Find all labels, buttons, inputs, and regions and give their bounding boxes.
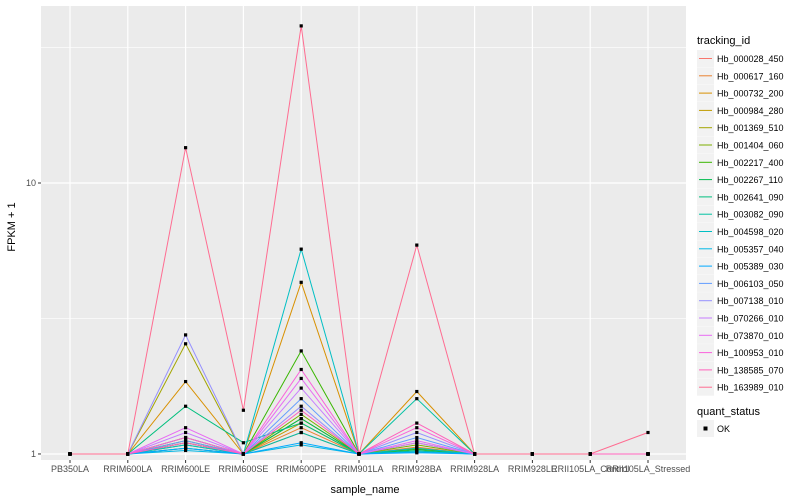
data-point <box>184 379 188 384</box>
y-tick-label: 1 <box>31 449 36 459</box>
plot-panel <box>41 6 686 460</box>
data-point <box>184 441 188 445</box>
data-point <box>299 408 303 412</box>
legend-label: Hb_002641_090 <box>717 192 784 202</box>
data-point <box>241 452 245 456</box>
data-point <box>415 451 419 455</box>
data-point <box>357 452 361 456</box>
data-point <box>126 452 130 456</box>
data-point <box>530 452 534 456</box>
legend-point-marker <box>703 426 708 431</box>
legend-label: Hb_100953_010 <box>717 348 784 358</box>
data-point <box>415 439 419 443</box>
x-tick-label: RRIM600LE <box>161 464 210 474</box>
legend-label: Hb_003082_090 <box>717 210 784 220</box>
data-point <box>415 441 419 445</box>
data-point <box>299 376 303 381</box>
data-point <box>299 404 303 408</box>
legend-label: Hb_002267_110 <box>717 175 783 185</box>
data-point <box>415 446 419 450</box>
data-point <box>184 333 188 337</box>
legend-label: Hb_070266_010 <box>717 314 784 324</box>
legend-label: Hb_001369_510 <box>717 123 784 133</box>
data-point <box>241 408 245 412</box>
data-point <box>299 417 303 421</box>
legend-label: Hb_000732_200 <box>717 89 784 99</box>
data-point <box>184 443 188 447</box>
legend-point-title: quant_status <box>697 406 760 418</box>
legend-label: Hb_000028_450 <box>717 54 784 64</box>
data-point <box>473 452 477 456</box>
data-point <box>299 421 303 425</box>
data-point <box>184 446 188 450</box>
data-point <box>588 452 592 456</box>
data-point <box>184 426 188 430</box>
data-point <box>415 426 419 430</box>
legend-label: Hb_163989_010 <box>717 383 784 393</box>
data-point <box>184 435 188 440</box>
axes: 1 10 PB350LA RRIM600LA RRIM600LE RRIM600SE RRI… <box>26 178 690 474</box>
legend-label: Hb_005389_030 <box>717 262 784 272</box>
data-point <box>415 430 419 435</box>
legend-label: Hb_073870_010 <box>717 331 784 341</box>
x-tick-label: RRII105LA_Stressed <box>606 464 691 474</box>
data-point <box>299 441 303 445</box>
x-tick-label: RRIM901LA <box>334 464 383 474</box>
legend-label: Hb_007138_010 <box>717 296 784 306</box>
x-tick-label: RRII105LA_Control <box>551 464 629 474</box>
legend-label: Hb_004598_020 <box>717 227 784 237</box>
data-point <box>415 389 419 394</box>
x-tick-label: RRIM928BA <box>392 464 442 474</box>
data-point <box>299 24 303 28</box>
data-point <box>68 452 72 456</box>
legend-label: Hb_000617_160 <box>717 71 784 81</box>
data-point <box>646 430 650 435</box>
data-point <box>415 421 419 425</box>
legend-label: Hb_005357_040 <box>717 244 784 254</box>
x-tick-label: RRIM600SE <box>218 464 268 474</box>
x-tick-label: RRIM928LE <box>508 464 557 474</box>
data-point <box>415 443 419 447</box>
data-point <box>184 404 188 408</box>
x-axis-title: sample_name <box>330 484 399 496</box>
data-point <box>299 367 303 372</box>
legend-label: Hb_002217_400 <box>717 158 784 168</box>
x-tick-label: PB350LA <box>51 464 89 474</box>
data-point <box>299 349 303 353</box>
data-point <box>646 452 650 456</box>
legend-title: tracking_id <box>697 35 750 47</box>
data-point <box>184 439 188 443</box>
data-point <box>299 412 303 416</box>
legend-label: Hb_006103_050 <box>717 279 784 289</box>
data-point <box>415 397 419 401</box>
data-point <box>299 280 303 284</box>
data-point <box>299 386 303 390</box>
legend-label: Hb_000984_280 <box>717 106 784 116</box>
data-point <box>415 243 419 247</box>
legend-label: Hb_138585_070 <box>717 365 784 375</box>
data-point <box>299 247 303 251</box>
data-point <box>184 342 188 346</box>
x-tick-label: RRIM600PE <box>276 464 326 474</box>
data-points <box>68 24 650 456</box>
y-tick-label: 10 <box>26 178 36 188</box>
legend-label: Hb_001404_060 <box>717 141 784 151</box>
legend-point-label: OK <box>717 424 730 434</box>
plot-panel-background <box>41 6 686 460</box>
x-tick-label: RRIM928LA <box>450 464 499 474</box>
data-point <box>299 397 303 401</box>
data-point <box>184 448 188 453</box>
data-point <box>184 146 188 150</box>
data-point <box>415 435 419 440</box>
data-point <box>184 430 188 435</box>
x-tick-label: RRIM600LA <box>103 464 152 474</box>
data-point <box>299 426 303 430</box>
data-point <box>299 430 303 435</box>
data-point <box>241 441 245 445</box>
y-axis-title: FPKM + 1 <box>6 202 18 251</box>
legend: tracking_id quant_status OK Hb_000028_45… <box>697 35 784 437</box>
data-point <box>299 443 303 447</box>
